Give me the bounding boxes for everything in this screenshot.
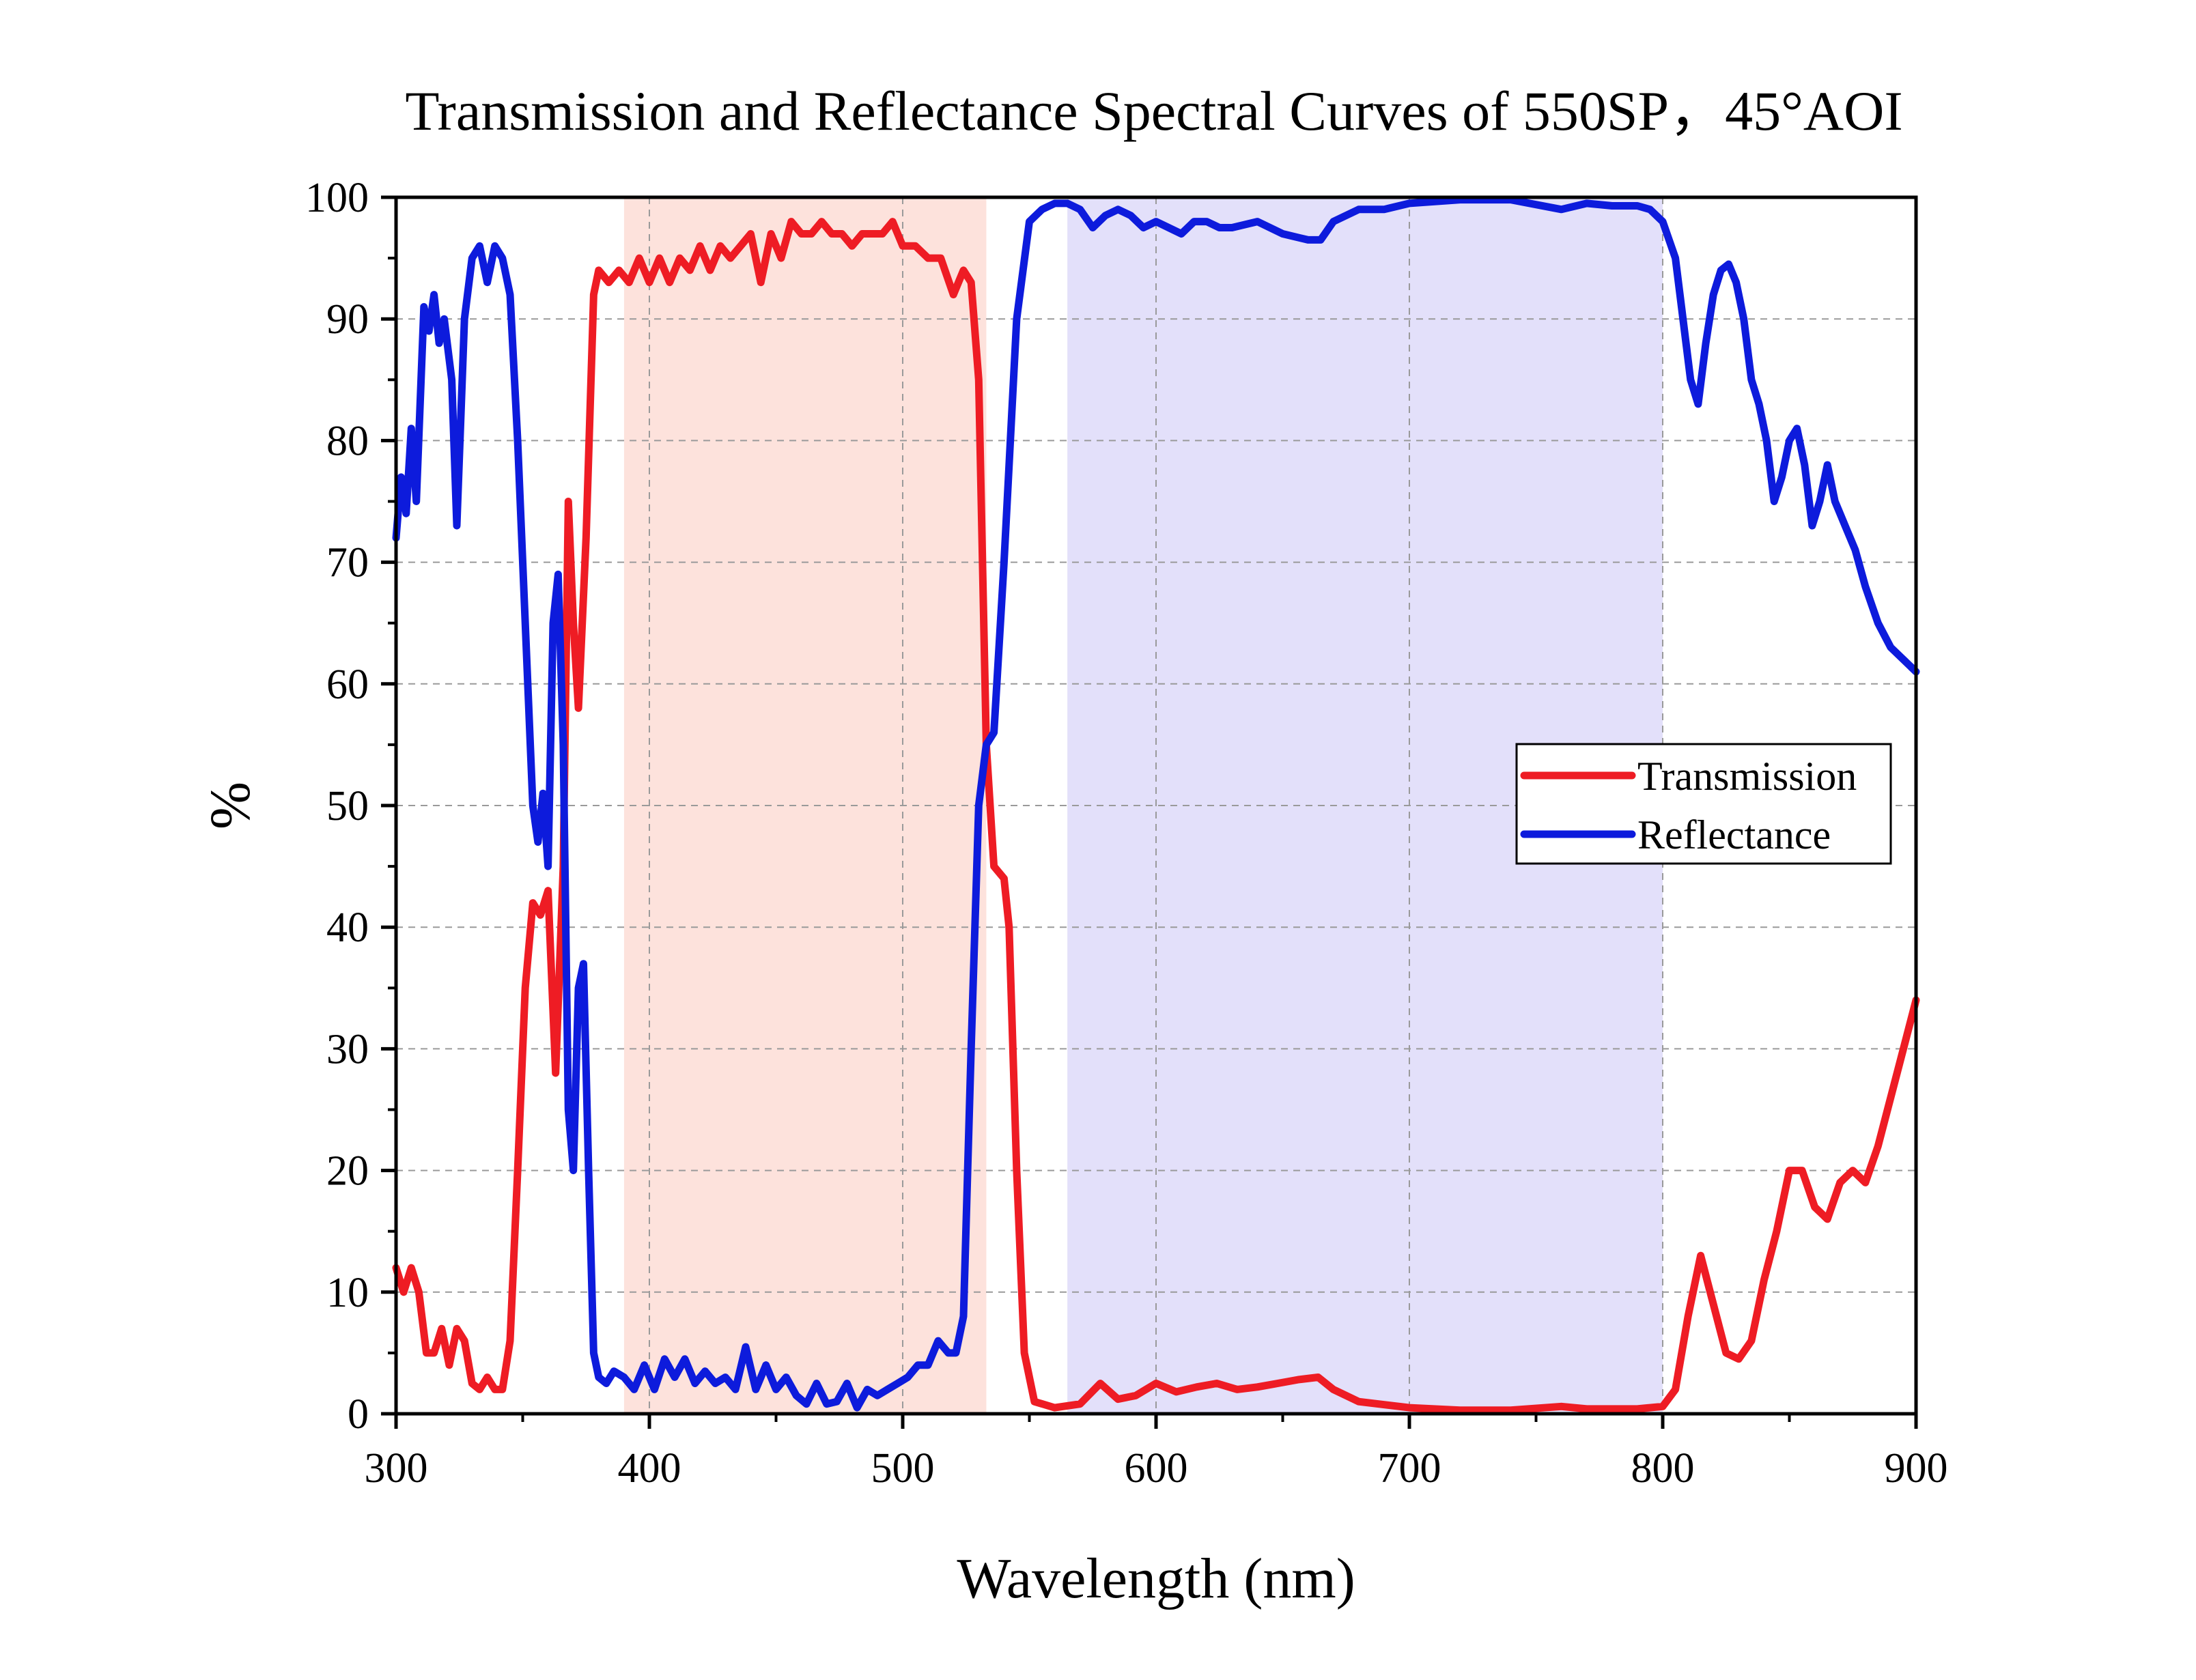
y-tick-label-50: 50	[326, 783, 369, 829]
axis-tick-labels: 300 400 500 600 700 800 900 0 10 20 30 40 50 60 70 80 90…	[305, 175, 1948, 1492]
x-tick-label-400: 400	[618, 1445, 681, 1492]
series-line-reflectance	[392, 196, 1920, 1412]
y-tick-label-70: 70	[326, 540, 369, 586]
y-tick-label-90: 90	[326, 296, 369, 343]
y-tick-label-0: 0	[348, 1391, 369, 1438]
x-tick-label-900: 900	[1885, 1445, 1948, 1492]
y-tick-label-20: 20	[326, 1148, 369, 1195]
axis-ticks	[381, 195, 1918, 1429]
y-tick-label-80: 80	[326, 418, 369, 464]
legend-label-transmission: Transmission	[1637, 754, 1857, 799]
x-axis-title: Wavelength (nm)	[957, 1547, 1355, 1610]
y-tick-label-100: 100	[305, 175, 369, 221]
x-tick-label-300: 300	[365, 1445, 428, 1492]
x-tick-label-500: 500	[871, 1445, 935, 1492]
x-tick-label-800: 800	[1631, 1445, 1695, 1492]
y-tick-label-60: 60	[326, 661, 369, 708]
series-layer	[392, 196, 1920, 1414]
y-tick-label-10: 10	[326, 1270, 369, 1316]
x-tick-label-600: 600	[1125, 1445, 1188, 1492]
series-line-transmission	[392, 218, 1920, 1414]
y-tick-label-40: 40	[326, 905, 369, 951]
legend: Transmission Reflectance	[1515, 743, 1892, 865]
y-axis-title: %	[199, 782, 262, 829]
chart-title: Transmission and Reflectance Spectral Cu…	[405, 80, 1902, 142]
legend-box	[1515, 743, 1892, 865]
x-tick-label-700: 700	[1378, 1445, 1441, 1492]
legend-label-reflectance: Reflectance	[1637, 812, 1831, 857]
y-tick-label-30: 30	[326, 1026, 369, 1072]
